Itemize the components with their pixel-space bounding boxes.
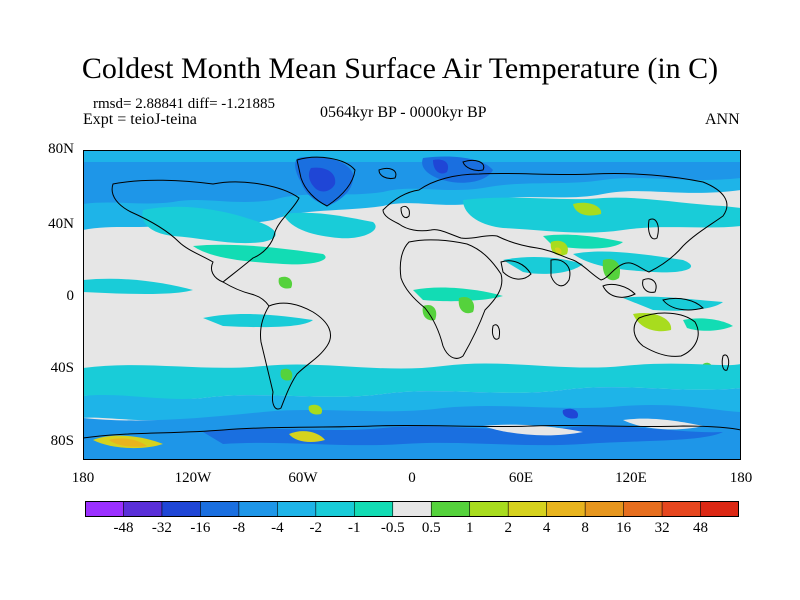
colorbar-cells — [85, 501, 739, 517]
colorbar-tick-label: 0.5 — [421, 520, 441, 536]
colorbar-tick-label: 2 — [504, 520, 512, 536]
colorbar-cell — [430, 501, 471, 517]
colorbar-cell — [661, 501, 702, 517]
colorbar-cell — [200, 501, 240, 517]
colorbar-cell — [353, 501, 394, 517]
colorbar-cell — [507, 501, 548, 517]
lat-label-80s: 80S — [50, 433, 74, 449]
colorbar-tick-label: -48 — [113, 520, 134, 536]
anomaly-fields — [83, 150, 741, 460]
colorbar-cell — [315, 501, 355, 517]
colorbar-cell — [238, 501, 278, 517]
lat-label-equator: 0 — [66, 288, 75, 304]
lon-label-120e: 120E — [615, 470, 647, 486]
colorbar-tick-label: 1 — [465, 520, 474, 536]
lon-label-180e: 180 — [729, 470, 753, 486]
colorbar-cell — [392, 501, 432, 517]
period-label: 0564kyr BP - 0000kyr BP — [320, 104, 487, 121]
rmsd-stats: rmsd= 2.88841 diff= -1.21885 — [93, 96, 276, 112]
colorbar-cell — [584, 501, 625, 517]
coastlines — [83, 156, 741, 439]
experiment-label: Expt = teioJ-teina — [83, 111, 197, 128]
colorbar-cell — [546, 501, 586, 517]
lon-label-0: 0 — [408, 470, 416, 486]
colorbar-tick-label: -16 — [190, 520, 211, 536]
colorbar-cell — [85, 501, 125, 517]
colorbar-tick-label: 16 — [616, 520, 632, 536]
colorbar-tick-label: -4 — [271, 520, 284, 536]
colorbar-tick-label: -8 — [232, 520, 246, 536]
season-label: ANN — [705, 111, 740, 128]
colorbar-cell — [161, 501, 202, 517]
lon-label-120w: 120W — [174, 470, 212, 486]
map-frame — [83, 150, 741, 460]
colorbar-tick-label: -0.5 — [380, 520, 405, 536]
lat-label-40s: 40S — [50, 360, 74, 376]
lon-label-60e: 60E — [508, 470, 534, 486]
map-title: Coldest Month Mean Surface Air Temperatu… — [81, 52, 719, 85]
colorbar-tick-label: -2 — [309, 520, 323, 536]
colorbar-tick-label: 32 — [654, 520, 670, 536]
lon-label-180w: 180 — [71, 470, 95, 486]
colorbar-tick-label: -32 — [151, 520, 172, 536]
colorbar-tick-label: 4 — [542, 520, 551, 536]
lat-label-80n: 80N — [48, 141, 74, 157]
lat-label-40n: 40N — [48, 216, 74, 232]
colorbar-frame — [85, 501, 739, 517]
colorbar-tick-label: 48 — [693, 520, 708, 536]
temperature-anomaly-map — [83, 150, 741, 460]
colorbar — [85, 501, 739, 517]
colorbar-tick-label: -1 — [348, 520, 361, 536]
lon-label-60w: 60W — [288, 470, 318, 486]
colorbar-cell — [700, 501, 739, 517]
colorbar-cell — [277, 501, 317, 517]
colorbar-cell — [123, 501, 163, 517]
colorbar-tick-label: 8 — [581, 520, 589, 536]
colorbar-cell — [469, 501, 509, 517]
colorbar-cell — [623, 501, 663, 517]
